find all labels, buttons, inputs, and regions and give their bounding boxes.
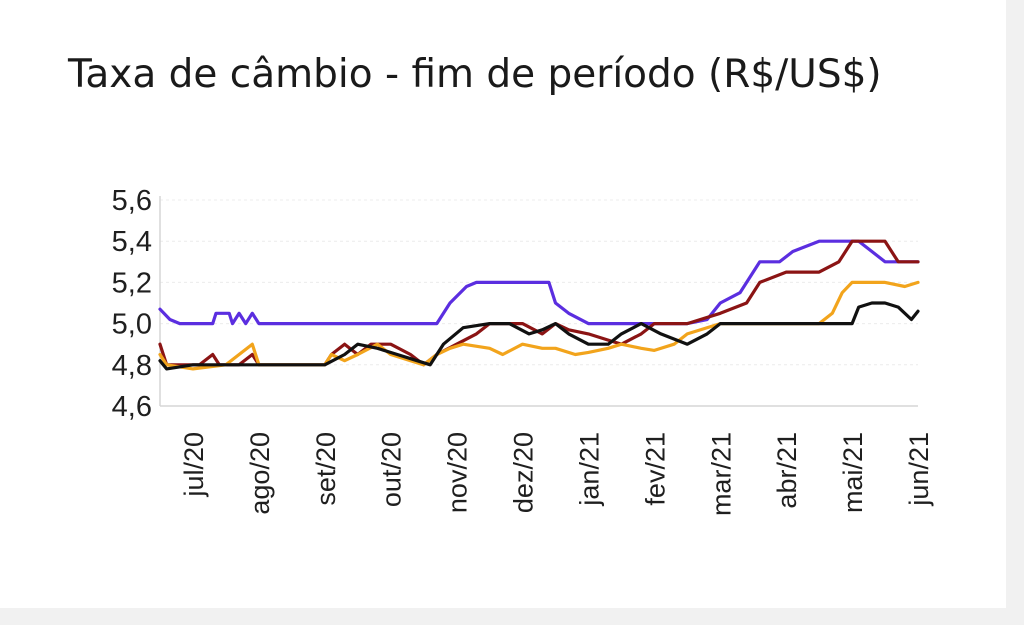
axis-layer: [159, 196, 918, 407]
x-tick-label: set/20: [311, 432, 341, 506]
x-tick-label: ago/20: [245, 432, 275, 515]
line-chart: 5,6 5,4 5,2 5,0 4,8 4,6 jul/20 ago/20 set/20 out…: [112, 185, 934, 516]
series-line-4: [158, 301, 920, 371]
x-tick-label: mar/21: [706, 432, 736, 516]
series-line-1: [158, 239, 920, 326]
chart-title: Taxa de câmbio - fim de período (R$/US$): [68, 52, 882, 97]
x-tick-label: nov/20: [443, 432, 473, 513]
chart-card: Taxa de câmbio - fim de período (R$/US$)…: [0, 0, 1006, 608]
y-tick-label: 5,2: [112, 267, 152, 299]
y-tick-label: 5,0: [112, 309, 152, 341]
series-layer: [158, 239, 920, 371]
x-tick-label: jan/21: [574, 432, 604, 507]
y-tick-label: 4,8: [112, 350, 152, 382]
y-tick-label: 5,6: [112, 185, 152, 217]
x-tick-label: out/20: [377, 432, 407, 507]
y-tick-label: 5,4: [112, 226, 152, 258]
x-tick-label: dez/20: [509, 432, 539, 513]
series-line-3: [158, 280, 920, 371]
x-tick-labels: jul/20 ago/20 set/20 out/20 nov/20 dez/20 jan/…: [179, 432, 934, 516]
y-tick-label: 4,6: [112, 391, 152, 423]
x-tick-label: abr/21: [772, 432, 802, 509]
x-tick-label: jul/20: [179, 432, 209, 498]
y-tick-labels: 5,6 5,4 5,2 5,0 4,8 4,6: [112, 185, 152, 423]
x-tick-label: jun/21: [904, 432, 934, 507]
x-tick-label: mai/21: [838, 432, 868, 513]
x-tick-label: fev/21: [640, 432, 670, 506]
grid-layer: [160, 199, 918, 407]
